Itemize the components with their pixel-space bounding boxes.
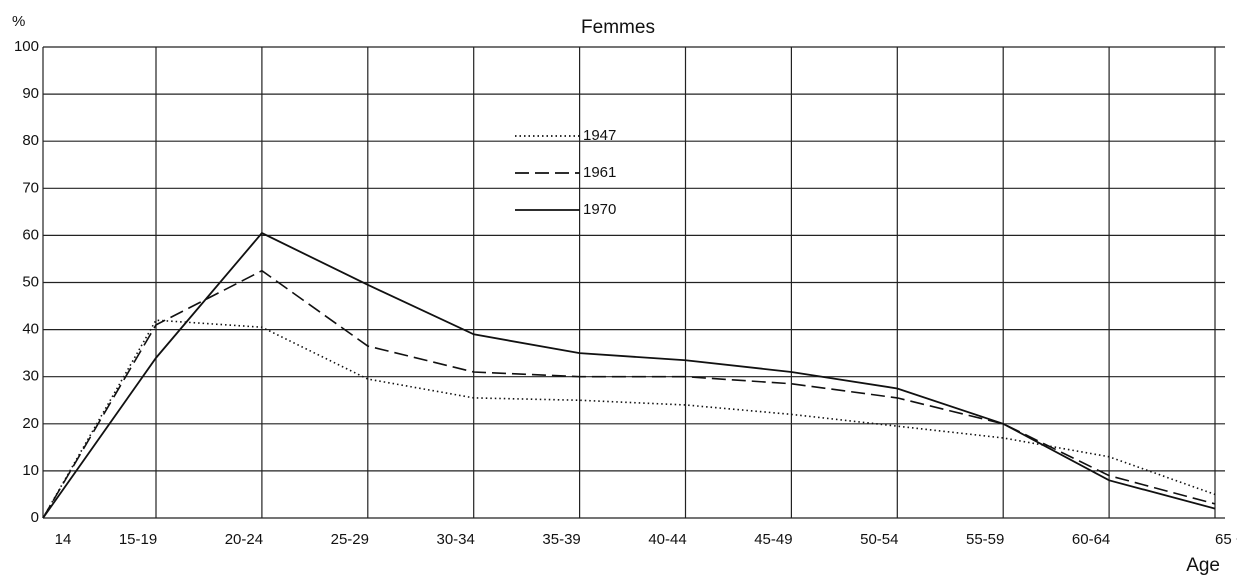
y-tick-label: 40 bbox=[22, 321, 39, 338]
x-tick-label: 55-59 bbox=[966, 531, 1004, 548]
line-1947 bbox=[42, 319, 1216, 519]
y-axis-label: % bbox=[12, 13, 25, 30]
legend-label: 1961 bbox=[583, 164, 616, 181]
chart-title: Femmes bbox=[581, 17, 655, 38]
x-tick-label: 15-19 bbox=[119, 531, 157, 548]
y-tick-label: 10 bbox=[22, 462, 39, 479]
y-tick-label: 100 bbox=[14, 38, 39, 55]
line-1970 bbox=[42, 231, 1216, 519]
y-tick-label: 30 bbox=[22, 368, 39, 385]
x-tick-label: 50-54 bbox=[860, 531, 898, 548]
line-1961 bbox=[42, 269, 1216, 519]
legend-label: 1970 bbox=[583, 201, 616, 218]
x-tick-label: 20-24 bbox=[225, 531, 263, 548]
x-tick-label: 45-49 bbox=[754, 531, 792, 548]
x-tick-label: 65 + bbox=[1215, 531, 1237, 548]
x-tick-label: 30-34 bbox=[437, 531, 475, 548]
y-tick-label: 90 bbox=[22, 85, 39, 102]
y-tick-label: 0 bbox=[31, 509, 39, 526]
y-tick-label: 20 bbox=[22, 415, 39, 432]
x-tick-label: 35-39 bbox=[542, 531, 580, 548]
x-tick-label: 60-64 bbox=[1072, 531, 1110, 548]
legend-label: 1947 bbox=[583, 127, 616, 144]
y-tick-label: 80 bbox=[22, 132, 39, 149]
y-tick-label: 60 bbox=[22, 226, 39, 243]
x-tick-label: 40-44 bbox=[648, 531, 686, 548]
x-tick-label: 25-29 bbox=[331, 531, 369, 548]
y-tick-label: 70 bbox=[22, 179, 39, 196]
x-tick-label: 14 bbox=[55, 531, 72, 548]
y-tick-label: 50 bbox=[22, 273, 39, 290]
x-axis-label: Age bbox=[1186, 555, 1220, 576]
